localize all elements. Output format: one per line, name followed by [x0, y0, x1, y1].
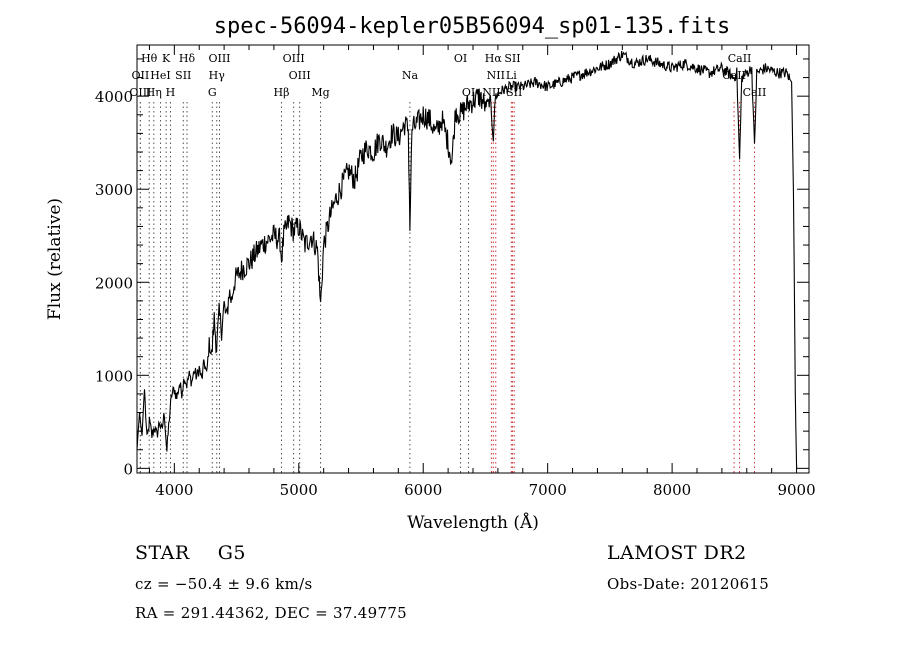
- y-tick-label: 0: [123, 460, 133, 478]
- spectral-line-label: OIII: [289, 69, 311, 82]
- object-subclass: G5: [217, 542, 246, 564]
- x-tick-label: 9000: [777, 481, 815, 499]
- spectral-line-label: OI: [462, 86, 475, 99]
- spectral-line-label: K: [162, 52, 171, 65]
- spectral-line-label: Li: [506, 69, 517, 82]
- spectrum-chart: spec-56094-kepler05B56094_sp01-135.fits …: [45, 14, 816, 533]
- spectrum-series: [136, 50, 798, 469]
- spectral-line-label: SII: [504, 52, 520, 65]
- x-tick-label: 5000: [280, 481, 318, 499]
- x-tick-label: 7000: [529, 481, 567, 499]
- spectral-line-label: Hβ: [274, 86, 290, 99]
- object-class: STAR: [135, 542, 190, 564]
- object-classification: STAR G5: [135, 542, 246, 564]
- spectral-line-label: NII: [487, 69, 505, 82]
- y-tick-label: 1000: [95, 367, 133, 385]
- spectral-line-label: Hγ: [209, 69, 226, 82]
- plot-frame: [136, 44, 810, 474]
- chart-title: spec-56094-kepler05B56094_sp01-135.fits: [214, 14, 731, 39]
- spectral-line-label: Hα: [485, 52, 503, 65]
- spectral-line-label: G: [208, 86, 217, 99]
- x-tick-label: 6000: [404, 481, 442, 499]
- spectral-line-label: HeI: [150, 69, 170, 82]
- axis-ticks: 4000 5000 6000 7000 8000 9000 0 1000 2000 3000 400…: [95, 45, 816, 499]
- observation-date: Obs-Date: 20120615: [607, 575, 770, 593]
- y-tick-label: 4000: [95, 88, 133, 106]
- spectral-line-label: H: [166, 86, 176, 99]
- spectral-line-label: OII: [132, 69, 150, 82]
- spectral-line-label: SII: [175, 69, 191, 82]
- survey-name: LAMOST DR2: [607, 542, 747, 564]
- spectral-line-label: Hθ: [141, 52, 158, 65]
- spectral-line-label: OI: [454, 52, 467, 65]
- y-tick-label: 2000: [95, 274, 133, 292]
- x-tick-label: 8000: [653, 481, 691, 499]
- y-tick-label: 3000: [95, 181, 133, 199]
- spectral-line-label: CaII: [743, 86, 767, 99]
- x-axis-label: Wavelength (Å): [407, 512, 539, 533]
- spectral-line-label: OIII: [283, 52, 305, 65]
- spectral-line-label: Hδ: [179, 52, 196, 65]
- spectral-line-label: Mg: [311, 86, 329, 99]
- spectral-line-label: OIII: [208, 52, 230, 65]
- spectral-line-label: Na: [402, 69, 419, 82]
- spectral-line-label: CaII: [728, 52, 752, 65]
- y-axis-label: Flux (relative): [45, 198, 65, 320]
- coordinates: RA = 291.44362, DEC = 37.49775: [135, 604, 408, 622]
- x-tick-label: 4000: [155, 481, 193, 499]
- redshift-velocity: cz = −50.4 ± 9.6 km/s: [135, 575, 313, 593]
- spectral-line-label: SII: [506, 86, 522, 99]
- spectral-line-label: Hη: [146, 86, 162, 99]
